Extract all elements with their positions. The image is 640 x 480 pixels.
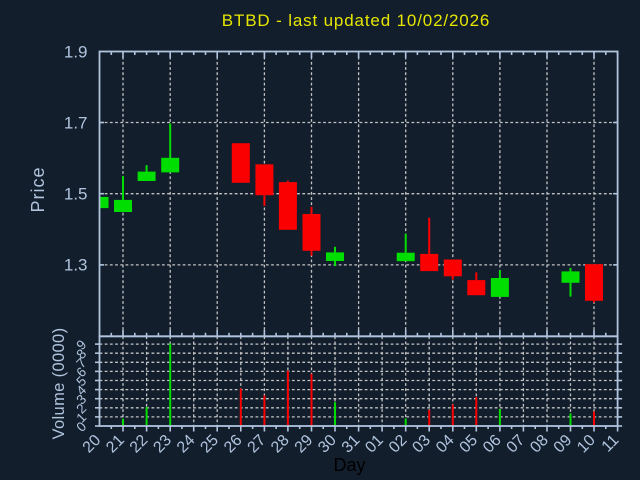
svg-text:1.3: 1.3 xyxy=(64,256,88,275)
svg-text:Volume (0000): Volume (0000) xyxy=(50,328,68,440)
svg-text:1.5: 1.5 xyxy=(64,185,88,204)
svg-text:Price: Price xyxy=(28,166,48,212)
svg-text:Day: Day xyxy=(333,455,365,475)
svg-text:BTBD - last updated 10/02/2026: BTBD - last updated 10/02/2026 xyxy=(222,11,490,30)
svg-text:1.9: 1.9 xyxy=(64,42,88,61)
svg-text:1.7: 1.7 xyxy=(64,113,88,132)
